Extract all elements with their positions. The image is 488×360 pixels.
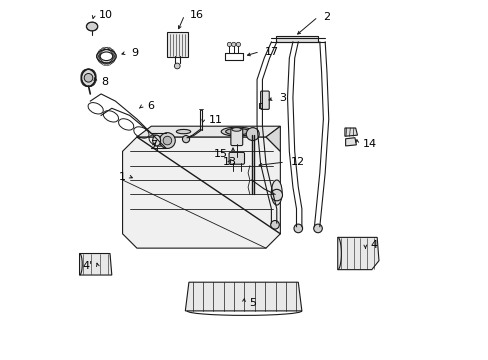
Text: 11: 11 (208, 115, 222, 125)
Circle shape (84, 73, 93, 82)
Polygon shape (337, 237, 378, 270)
Circle shape (270, 189, 282, 201)
Ellipse shape (225, 129, 248, 135)
Text: 12: 12 (290, 157, 304, 167)
Text: 14: 14 (362, 139, 376, 149)
Ellipse shape (231, 128, 241, 131)
Ellipse shape (152, 135, 160, 146)
FancyBboxPatch shape (230, 129, 242, 145)
Text: 4: 4 (370, 240, 377, 250)
Ellipse shape (164, 136, 167, 145)
Text: 3: 3 (279, 93, 286, 103)
Ellipse shape (153, 136, 156, 145)
Polygon shape (185, 282, 301, 311)
Circle shape (270, 221, 279, 229)
Text: 13: 13 (222, 157, 236, 167)
Polygon shape (344, 128, 357, 136)
Ellipse shape (159, 136, 162, 145)
Circle shape (182, 135, 189, 143)
Ellipse shape (221, 127, 253, 136)
Ellipse shape (100, 52, 112, 60)
Text: 16: 16 (190, 10, 203, 20)
Circle shape (246, 128, 259, 140)
Circle shape (159, 133, 175, 148)
Ellipse shape (86, 22, 98, 31)
Ellipse shape (176, 130, 190, 134)
Text: 7: 7 (150, 140, 157, 150)
FancyBboxPatch shape (166, 32, 187, 57)
FancyBboxPatch shape (228, 152, 244, 164)
Text: 4': 4' (82, 261, 92, 271)
Circle shape (174, 63, 180, 69)
Circle shape (231, 42, 235, 46)
Text: 15: 15 (213, 149, 227, 159)
Text: 5: 5 (249, 298, 256, 308)
Text: 1: 1 (118, 172, 125, 182)
Circle shape (236, 42, 240, 46)
FancyBboxPatch shape (276, 36, 318, 42)
Text: 6: 6 (147, 102, 154, 112)
Text: 17: 17 (265, 46, 279, 57)
Polygon shape (122, 137, 280, 248)
Polygon shape (345, 138, 356, 146)
Circle shape (293, 224, 302, 233)
Polygon shape (80, 253, 112, 275)
Text: 2: 2 (323, 12, 330, 22)
Ellipse shape (96, 49, 116, 63)
Ellipse shape (271, 180, 282, 205)
Text: 9: 9 (131, 48, 139, 58)
Circle shape (163, 136, 171, 145)
Circle shape (227, 42, 231, 46)
Ellipse shape (81, 69, 95, 86)
FancyBboxPatch shape (260, 91, 269, 109)
Circle shape (313, 224, 322, 233)
Polygon shape (265, 126, 280, 151)
Text: 10: 10 (99, 10, 113, 20)
Polygon shape (137, 126, 280, 137)
Text: 8: 8 (101, 77, 108, 87)
